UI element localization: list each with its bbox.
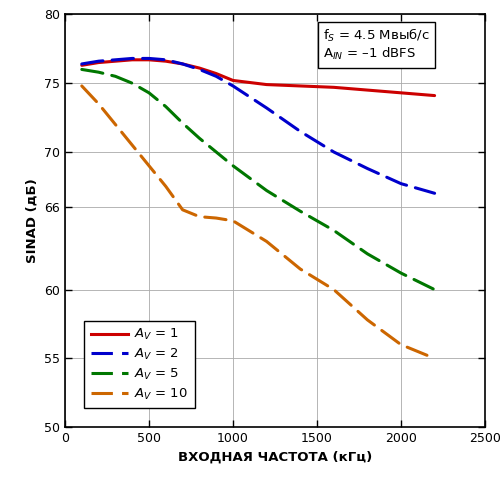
Y-axis label: SINAD (дБ): SINAD (дБ) bbox=[26, 179, 38, 263]
X-axis label: ВХОДНАЯ ЧАСТОТА (кГц): ВХОДНАЯ ЧАСТОТА (кГц) bbox=[178, 451, 372, 464]
Text: f$_S$ = 4.5 Мвыб/с
A$_{IN}$ = –1 dBFS: f$_S$ = 4.5 Мвыб/с A$_{IN}$ = –1 dBFS bbox=[324, 27, 430, 62]
Legend: $A_V$ = 1, $A_V$ = 2, $A_V$ = 5, $A_V$ = 10: $A_V$ = 1, $A_V$ = 2, $A_V$ = 5, $A_V$ =… bbox=[84, 321, 195, 408]
